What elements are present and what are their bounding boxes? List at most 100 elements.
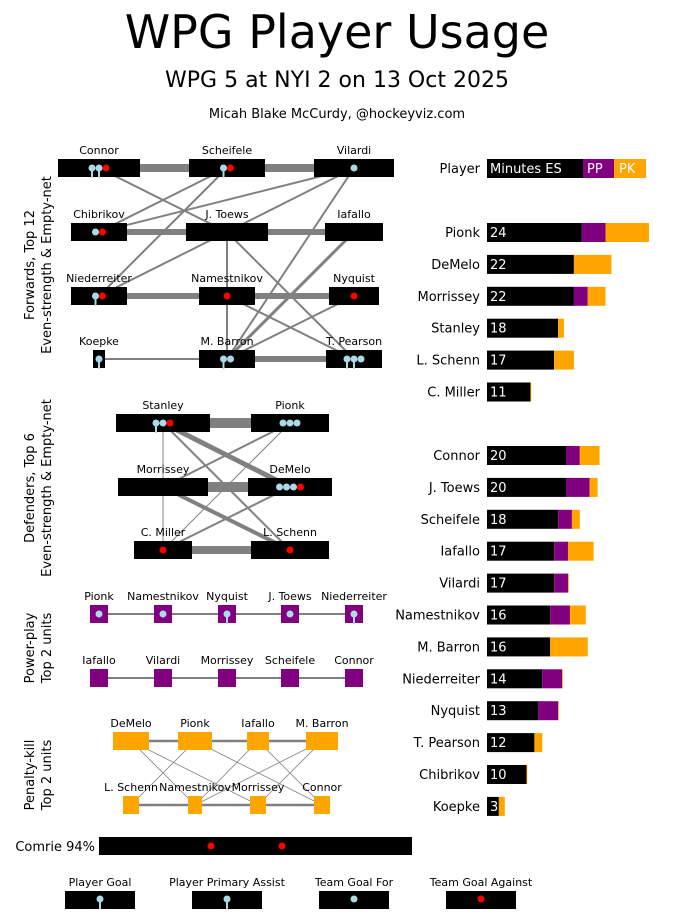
bar-defense-pionk-pk	[605, 223, 649, 242]
defender-node-demelo-label: DeMelo	[269, 463, 311, 476]
pp-unit-0-j-toews-label: J. Toews	[267, 590, 312, 603]
bar-defense-morrissey-pp	[573, 286, 588, 306]
section-label-defenders: Defenders, Top 6 Even-strength & Empty-ne…	[23, 399, 55, 577]
forward-node-scheifele-marker-goal-0	[220, 164, 227, 172]
bar-forward-namestnikov-pp	[550, 605, 570, 625]
pk-unit-1-morrissey-label: Morrissey	[232, 781, 285, 794]
section-label-powerplay: Power-play Top 2 units	[23, 612, 55, 684]
bar-forward-scheifele-pp	[558, 509, 572, 529]
pp-unit-1-morrissey-label: Morrissey	[201, 654, 254, 667]
forward-node-chibrikov-marker-against-1	[99, 228, 106, 236]
forward-node-koepke-label: Koepke	[79, 335, 119, 348]
bar-defense-pionk-value: 24	[490, 226, 507, 241]
bar-defense-pionk-es	[487, 223, 582, 242]
defender-node-stanley-label: Stanley	[142, 399, 184, 412]
bar-forward-vilardi-es	[487, 573, 555, 593]
bar-forward-m-barron-label: M. Barron	[417, 640, 480, 655]
defender-node-demelo-marker-against-3	[297, 483, 304, 491]
pk-cross-link-3	[194, 740, 259, 806]
section-label-penaltykill: Penalty-kill Top 2 units	[23, 740, 55, 812]
forward-link-10	[98, 167, 228, 297]
pp-unit-1-scheifele-label: Scheifele	[265, 654, 316, 667]
pk-cross-link-7	[194, 740, 323, 806]
bar-defense-morrissey-value: 22	[490, 290, 507, 305]
bar-forward-chibrikov-pk	[526, 765, 528, 784]
goalie-bar	[99, 837, 412, 855]
forward-node-j-toews	[186, 223, 268, 241]
pp-unit-1-morrissey	[218, 669, 236, 687]
bar-forward-scheifele-es	[487, 509, 559, 529]
page-title: WPG Player Usage	[125, 5, 550, 59]
bar-forward-iafallo-es	[487, 541, 555, 561]
forward-node-chibrikov-label: Chibrikov	[73, 208, 125, 221]
bar-header-es-label: Minutes ES	[490, 162, 562, 177]
bar-defense-c-miller-es	[487, 382, 531, 402]
forward-link-18	[98, 231, 228, 297]
bar-forward-j-toews-es	[487, 477, 566, 497]
pp-unit-1-vilardi-label: Vilardi	[146, 654, 181, 667]
bar-forward-iafallo-pk	[567, 541, 594, 561]
defender-node-l-schenn-marker-against-0	[286, 546, 294, 554]
legend-player-goal-label: Player Goal	[69, 876, 132, 889]
bar-defense-l-schenn-es	[487, 350, 555, 370]
forward-node-namestnikov-marker-against-0	[223, 292, 231, 300]
bar-forward-koepke-label: Koepke	[433, 800, 480, 815]
bar-forward-j-toews-label: J. Toews	[428, 481, 480, 496]
defender-node-pionk-marker-for-0	[279, 419, 287, 427]
section-label-forwards-line-1: Even-strength & Empty-net	[40, 176, 55, 354]
forward-link-12	[226, 167, 355, 233]
bar-forward-j-toews-value: 20	[490, 481, 507, 496]
pk-cross-link-1	[130, 740, 259, 806]
goalie-marker-0	[207, 842, 215, 850]
bar-header-pp-swatch	[583, 159, 614, 178]
bar-forward-namestnikov-pk	[569, 605, 586, 625]
bar-defense-c-miller-label: C. Miller	[427, 386, 480, 401]
forward-node-iafallo	[325, 223, 383, 241]
goalie-row: Comrie 94%	[15, 837, 412, 855]
defender-link-9	[162, 422, 291, 551]
bar-defense-morrissey-es	[487, 286, 574, 306]
bar-defense-demelo-label: DeMelo	[431, 258, 480, 273]
defender-node-stanley-marker-assist-0	[152, 419, 160, 427]
defender-node-pionk-marker-for-1	[286, 419, 294, 427]
bar-forward-j-toews-pk	[589, 477, 598, 497]
pk-unit-1-namestnikov	[188, 796, 202, 814]
bar-forward-chibrikov-es	[487, 765, 527, 784]
legend-primary_assist-marker	[223, 895, 231, 903]
pp-unit-1-iafallo	[90, 669, 108, 687]
pp-unit-0-pionk-label: Pionk	[84, 590, 114, 603]
bar-forward-m-barron-pk	[550, 637, 588, 657]
bar-defense-demelo-value: 22	[490, 258, 507, 273]
section-label-penaltykill-line-1: Top 2 units	[40, 740, 55, 812]
bar-forward-iafallo-value: 17	[490, 545, 507, 560]
bar-forward-nyquist-pp	[538, 701, 559, 721]
bar-defense-stanley-es	[487, 318, 559, 338]
bar-forward-scheifele-pk	[571, 509, 580, 529]
defender-node-morrissey-label: Morrissey	[137, 463, 190, 476]
forward-node-t-pearson-marker-assist-0	[343, 355, 351, 363]
section-label-powerplay-line-0: Power-play	[23, 612, 38, 683]
bar-forward-connor-pp	[566, 446, 580, 465]
section-label-forwards-line-0: Forwards, Top 12	[23, 210, 38, 320]
section-label-powerplay-line-1: Top 2 units	[40, 613, 55, 685]
bar-forward-niederreiter-pk	[562, 669, 563, 689]
pp-unit-1-scheifele	[281, 669, 299, 687]
legend-team-goal-against-label: Team Goal Against	[429, 876, 533, 889]
bar-defense-morrissey-pk	[587, 286, 606, 306]
bar-forward-niederreiter-label: Niederreiter	[402, 672, 480, 687]
defender-node-morrissey	[118, 478, 208, 496]
bar-defense-pionk-label: Pionk	[445, 226, 480, 241]
defender-link-4	[162, 422, 291, 488]
bar-forward-niederreiter-es	[487, 669, 543, 689]
forward-node-connor-label: Connor	[79, 144, 119, 157]
bar-defense-stanley-pk	[558, 318, 565, 338]
pk-unit-0-pionk	[178, 732, 212, 750]
bar-forward-j-toews-pp	[566, 477, 590, 497]
defender-node-stanley-marker-for-1	[159, 419, 167, 427]
pp-unit-1-vilardi	[154, 669, 172, 687]
defender-node-demelo-marker-for-2	[290, 483, 297, 491]
bar-forward-t-pearson-label: T. Pearson	[413, 736, 480, 751]
bar-forward-connor-value: 20	[490, 449, 507, 464]
forward-node-m-barron-marker-for-1	[227, 355, 234, 363]
bar-forward-scheifele-label: Scheifele	[421, 513, 480, 528]
